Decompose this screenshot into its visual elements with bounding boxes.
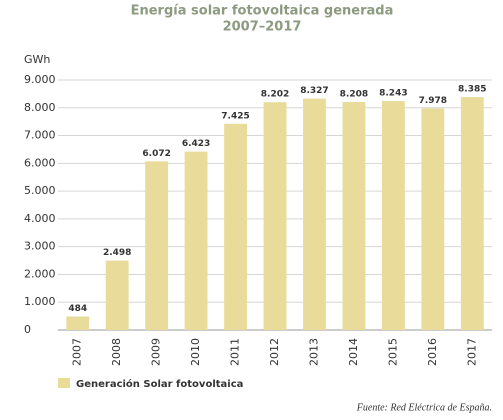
value-label: 2.498 bbox=[103, 248, 131, 258]
y-tick-label: 1.000 bbox=[24, 295, 56, 308]
bar bbox=[381, 101, 405, 331]
x-tick-label: 2011 bbox=[229, 338, 242, 366]
y-tick-label: 6.000 bbox=[24, 156, 56, 169]
value-label: 7.425 bbox=[221, 111, 249, 121]
x-tick-label: 2017 bbox=[465, 338, 478, 366]
x-tick-label: 2016 bbox=[426, 338, 439, 366]
y-tick-label: 7.000 bbox=[24, 129, 56, 142]
y-tick-label: 0 bbox=[24, 323, 31, 336]
legend-label: Generación Solar fotovoltaica bbox=[76, 378, 243, 390]
y-axis-label: GWh bbox=[24, 53, 50, 66]
value-label: 484 bbox=[68, 304, 87, 314]
y-tick-label: 8.000 bbox=[24, 101, 56, 114]
x-tick-label: 2008 bbox=[110, 338, 123, 366]
value-label: 8.243 bbox=[379, 89, 407, 99]
x-tick-label: 2012 bbox=[268, 338, 281, 366]
bar bbox=[145, 161, 169, 330]
y-tick-label: 9.000 bbox=[24, 73, 56, 86]
x-tick-label: 2013 bbox=[307, 338, 320, 366]
y-tick-label: 5.000 bbox=[24, 184, 56, 197]
bar bbox=[263, 102, 287, 331]
source: Fuente: Red Eléctrica de España. bbox=[356, 402, 492, 413]
y-tick-label: 4.000 bbox=[24, 212, 56, 225]
chart-title: Energía solar fotovoltaica generada bbox=[131, 4, 394, 19]
chart-subtitle: 2007–2017 bbox=[223, 20, 302, 35]
value-label: 8.385 bbox=[458, 85, 486, 95]
y-tick-label: 3.000 bbox=[24, 240, 56, 253]
value-label: 6.072 bbox=[142, 149, 170, 159]
bar bbox=[303, 98, 326, 330]
legend-swatch bbox=[58, 378, 70, 388]
x-tick-label: 2014 bbox=[347, 338, 360, 366]
y-tick-label: 2.000 bbox=[24, 267, 56, 280]
x-tick-label: 2010 bbox=[189, 338, 202, 366]
bar bbox=[224, 123, 247, 330]
value-label: 8.202 bbox=[261, 90, 289, 100]
value-label: 8.208 bbox=[340, 90, 368, 100]
x-tick-label: 2007 bbox=[71, 338, 84, 366]
value-label: 6.423 bbox=[182, 139, 210, 149]
x-tick-label: 2009 bbox=[150, 338, 163, 366]
value-label: 7.978 bbox=[419, 96, 447, 106]
bar bbox=[460, 97, 484, 330]
bar bbox=[342, 102, 366, 330]
bar bbox=[66, 316, 90, 330]
bar bbox=[184, 151, 208, 330]
value-label: 8.327 bbox=[300, 86, 328, 96]
bar bbox=[105, 260, 129, 330]
x-tick-label: 2015 bbox=[386, 338, 399, 366]
bar bbox=[421, 108, 445, 330]
